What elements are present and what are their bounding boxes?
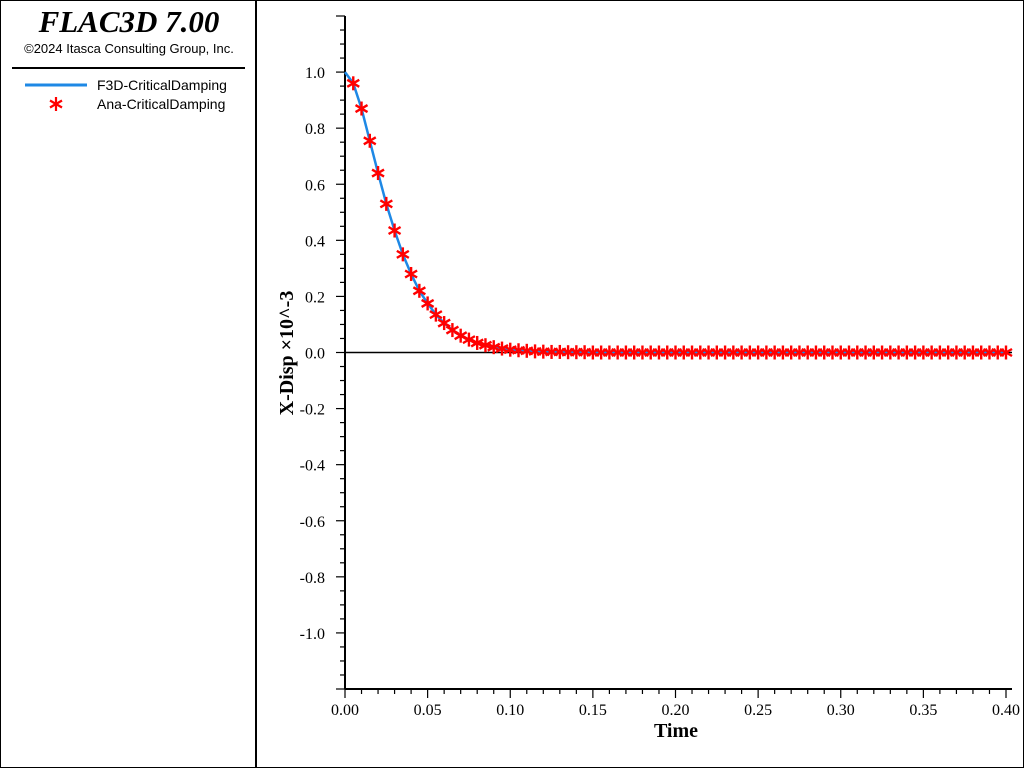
data-point-asterisk (421, 296, 435, 311)
data-point-asterisk (354, 101, 369, 116)
y-tick-label: 0.2 (305, 289, 325, 306)
data-point-asterisk (999, 345, 1013, 360)
data-point-asterisk (371, 166, 385, 181)
y-tick-label: 0.4 (305, 233, 325, 250)
data-point-asterisk (346, 76, 360, 91)
y-tick-label: 0.8 (305, 121, 325, 138)
y-tick-label: -0.4 (300, 458, 325, 475)
x-tick-label: 0.10 (496, 702, 524, 719)
legend-panel: FLAC3D 7.00 ©2024 Itasca Consulting Grou… (1, 1, 257, 767)
data-point-asterisk (454, 328, 468, 343)
app-title: FLAC3D 7.00 (38, 4, 220, 39)
x-tick-label: 0.05 (414, 702, 442, 719)
x-tick-label: 0.15 (579, 702, 607, 719)
legend-divider (12, 67, 245, 69)
data-point-asterisk (429, 307, 443, 322)
data-point-asterisk (412, 283, 426, 298)
x-tick-label: 0.20 (662, 702, 690, 719)
y-tick-label: -0.8 (300, 570, 325, 587)
y-tick-label: 0.0 (305, 346, 325, 363)
data-point-asterisk (396, 247, 410, 262)
data-point-asterisk (387, 223, 402, 238)
data-point-asterisk (404, 266, 418, 281)
data-point-asterisk (462, 332, 476, 347)
y-tick-label: -1.0 (300, 626, 325, 643)
data-point-asterisk (437, 316, 451, 331)
series-line-f3d (343, 71, 1006, 354)
data-point-asterisk (478, 338, 493, 353)
legend-label-ana: Ana-CriticalDamping (97, 96, 226, 112)
x-tick-label: 0.40 (992, 702, 1020, 719)
legend-entry-ana: Ana-CriticalDamping (1, 94, 257, 114)
legend-entry-f3d: F3D-CriticalDamping (1, 75, 257, 95)
y-tick-label: 0.6 (305, 177, 325, 194)
legend-asterisk-swatch (49, 97, 63, 111)
x-axis-title: Time (654, 720, 698, 742)
x-tick-label: 0.35 (909, 702, 937, 719)
copyright-notice: ©2024 Itasca Consulting Group, Inc. (24, 41, 234, 56)
y-tick-label: -0.2 (300, 402, 325, 419)
legend-line-swatch (25, 83, 87, 87)
data-point-asterisk (379, 196, 393, 211)
y-tick-label: -0.6 (300, 514, 325, 531)
x-tick-label: 0.30 (827, 702, 855, 719)
x-tick-label: 0.00 (331, 702, 359, 719)
legend-label-f3d: F3D-CriticalDamping (97, 77, 227, 93)
y-axis-title: X-Disp ×10^-3 (276, 291, 298, 416)
data-point-asterisk (470, 335, 484, 350)
x-tick-label: 0.25 (744, 702, 772, 719)
y-tick-label: 1.0 (305, 65, 325, 82)
data-point-asterisk (363, 133, 377, 148)
legend-asterisk-mark (49, 97, 63, 111)
